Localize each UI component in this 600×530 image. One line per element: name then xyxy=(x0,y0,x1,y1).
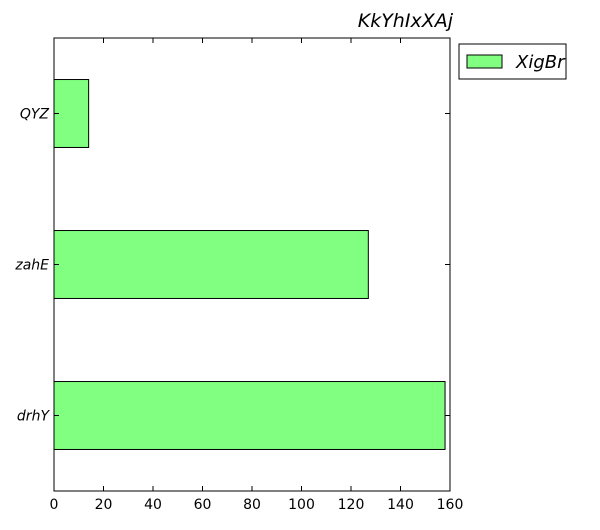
category-label-qyz: QYZ xyxy=(20,107,50,123)
bar-qyz xyxy=(53,79,90,148)
x-tick-label: 40 xyxy=(144,497,162,513)
x-tick-label: 20 xyxy=(95,497,113,513)
x-tick-label: 120 xyxy=(338,497,365,513)
bars-layer xyxy=(53,79,446,450)
legend-label-xigbr: XigBr xyxy=(515,52,566,73)
category-label-drhy: drhY xyxy=(17,409,51,425)
x-tick-label: 160 xyxy=(437,497,464,513)
x-tick-label: 140 xyxy=(387,497,414,513)
legend-swatch xyxy=(466,54,503,69)
x-tick-label: 0 xyxy=(50,497,59,513)
ticks-layer: drhY zahE QYZ 0 20 40 60 80 100 120 140 160 xyxy=(14,38,463,513)
bar-drhy xyxy=(53,381,446,450)
bar-zahe xyxy=(53,230,369,299)
category-label-zahe: zahE xyxy=(14,258,49,274)
x-tick-label: 80 xyxy=(243,497,261,513)
chart-title: KkYhIxXAj xyxy=(358,10,454,32)
x-tick-label: 100 xyxy=(288,497,315,513)
x-tick-label: 60 xyxy=(194,497,212,513)
legend: XigBr xyxy=(458,43,567,80)
